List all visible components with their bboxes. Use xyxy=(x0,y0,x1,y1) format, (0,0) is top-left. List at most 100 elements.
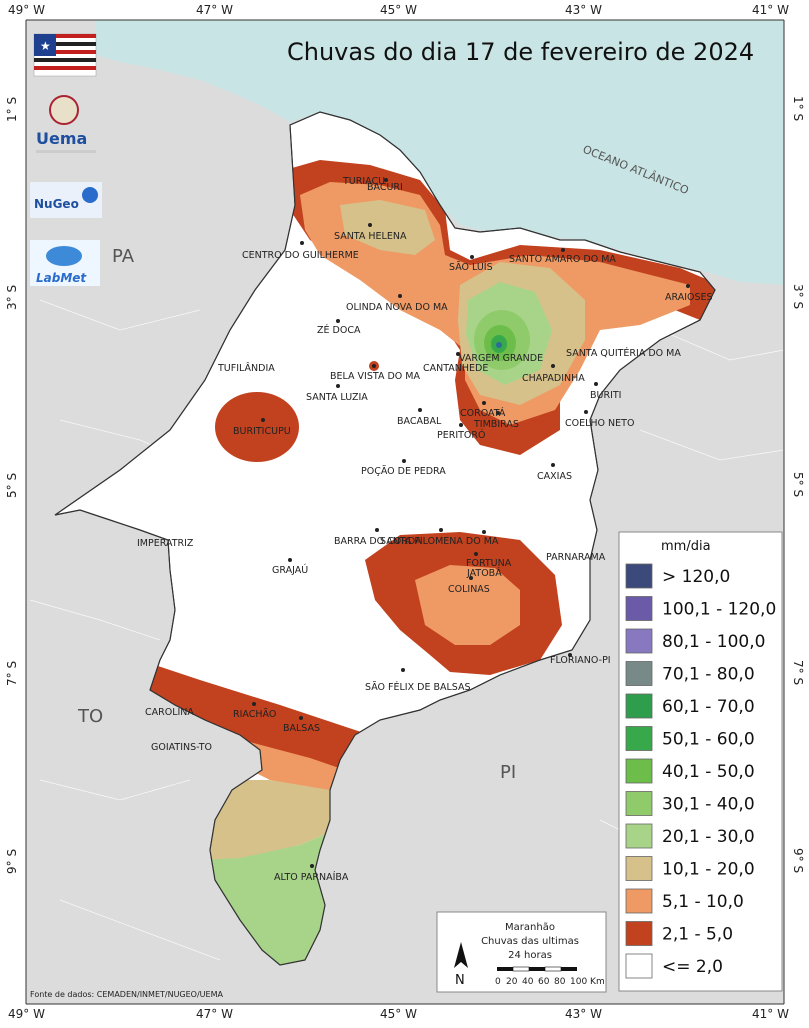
lat-label: 1° S xyxy=(791,96,805,121)
lat-label: 3° S xyxy=(791,284,805,309)
legend-label: > 120,0 xyxy=(662,567,730,587)
lon-label: 41° W xyxy=(752,1007,789,1021)
city-label: COLINAS xyxy=(448,584,490,595)
city-label: PARNARAMA xyxy=(546,552,606,563)
lon-label: 45° W xyxy=(380,1007,417,1021)
city-label: CHAPADINHA xyxy=(522,373,585,384)
contour-buriticupu xyxy=(215,392,299,462)
city-markers xyxy=(252,178,690,868)
city-label: SÃO FÉLIX DE BALSAS xyxy=(365,681,471,693)
lon-label: 43° W xyxy=(565,1007,602,1021)
city-label: CAROLINA xyxy=(145,707,194,718)
contour-5-10-colinas xyxy=(415,565,520,645)
legend-label: 70,1 - 80,0 xyxy=(662,665,755,685)
scale-tick: 0 xyxy=(495,977,501,987)
city-label: GOIATINS-TO xyxy=(151,742,212,753)
city-label: COROATÁ xyxy=(460,407,506,419)
uema-seal-icon xyxy=(49,95,79,125)
scale-tick: 20 xyxy=(506,977,518,987)
city-label: SANTA LUZIA xyxy=(306,392,368,403)
globe-icon xyxy=(82,187,98,203)
contour-peak xyxy=(496,342,502,348)
left-latitude-labels: 1° S 3° S 5° S 7° S 9° S xyxy=(5,97,19,874)
right-latitude-labels: 1° S 3° S 5° S 7° S 9° S xyxy=(791,96,805,873)
north-arrow-icon xyxy=(454,942,468,968)
data-source: Fonte de dados: CEMADEN/INMET/NUGEO/UEMA xyxy=(30,990,223,999)
lat-label: 3° S xyxy=(5,285,19,310)
legend-swatch xyxy=(625,628,653,654)
city-label: TUFILÂNDIA xyxy=(217,362,275,374)
city-label: ALTO PARNAÍBA xyxy=(274,871,349,883)
lat-label: 7° S xyxy=(791,660,805,685)
scale-tick: 60 xyxy=(538,977,550,987)
lat-label: 5° S xyxy=(5,473,19,498)
legend-label: <= 2,0 xyxy=(662,957,723,977)
contour-10-20-south xyxy=(200,780,335,860)
region-pi: PI xyxy=(500,762,516,783)
city-labels: TURIAÇU BACURI SANTA HELENA CENTRO DO GU… xyxy=(137,176,713,883)
city-label: SANTO AMARO DO MA xyxy=(509,254,616,265)
labmet-logo-text: LabMet xyxy=(36,271,87,285)
lon-label: 41° W xyxy=(752,3,789,17)
labmet-logo: LabMet xyxy=(30,240,100,286)
map-title: Chuvas do dia 17 de fevereiro de 2024 xyxy=(287,38,754,66)
svg-text:★: ★ xyxy=(40,39,51,53)
scale-tick: 40 xyxy=(522,977,534,987)
legend-swatch xyxy=(625,726,653,751)
legend-label: 40,1 - 50,0 xyxy=(662,762,755,782)
legend-swatch xyxy=(625,953,653,979)
city-label: SANTA HELENA xyxy=(334,231,407,242)
lat-label: 1° S xyxy=(5,97,19,122)
legend-label: 30,1 - 40,0 xyxy=(662,795,755,815)
contour-2-5-south xyxy=(140,660,370,780)
legend-label: 100,1 - 120,0 xyxy=(662,600,776,620)
city-label: SÃO LUÍS xyxy=(449,261,493,273)
inset-line3: 24 horas xyxy=(508,950,552,961)
lon-label: 49° W xyxy=(8,3,45,17)
rainfall-contours xyxy=(140,160,715,965)
bottom-longitude-labels: 49° W 47° W 45° W 43° W 41° W xyxy=(8,1007,789,1021)
inset-box xyxy=(436,911,607,993)
legend-label: 5,1 - 10,0 xyxy=(662,892,744,912)
city-label: VARGEM GRANDE xyxy=(459,353,543,364)
city-label: TIMBIRAS xyxy=(473,419,519,430)
lat-label: 9° S xyxy=(5,849,19,874)
legend-label: 60,1 - 70,0 xyxy=(662,697,755,717)
cloud-icon xyxy=(46,246,82,266)
lon-label: 49° W xyxy=(8,1007,45,1021)
city-label: IMPERATRIZ xyxy=(137,538,194,549)
legend-label: 50,1 - 60,0 xyxy=(662,730,755,750)
city-label: FORTUNA xyxy=(466,558,512,569)
legend-label: 80,1 - 100,0 xyxy=(662,632,765,652)
city-label: JATOBÁ xyxy=(466,567,502,579)
scale-tick: 100 Km xyxy=(570,977,605,987)
city-label: POÇÃO DE PEDRA xyxy=(361,466,446,477)
legend-swatch xyxy=(625,563,653,589)
scale-bar: 0 20 40 60 80 100 Km xyxy=(495,966,605,987)
lat-label: 9° S xyxy=(791,848,805,873)
city-label: TURIAÇU xyxy=(342,176,385,187)
north-label: N xyxy=(455,973,465,988)
city-label: BURITI xyxy=(590,390,621,401)
uema-logo: Uema xyxy=(36,95,96,153)
info-inset: Maranhão Chuvas das ultimas 24 horas N 0… xyxy=(436,911,607,993)
city-label: BURITICUPU xyxy=(233,426,291,437)
city-label: COELHO NETO xyxy=(565,418,634,429)
legend-swatch xyxy=(625,921,653,946)
legend-swatch xyxy=(625,758,653,784)
city-label: ZÉ DOCA xyxy=(317,324,361,336)
nugeo-logo: NuGeo xyxy=(30,182,102,218)
inset-line1: Maranhão xyxy=(505,922,555,933)
legend-swatch xyxy=(625,596,653,621)
city-label: BALSAS xyxy=(283,723,320,734)
city-label: BACURI xyxy=(367,182,403,193)
ocean xyxy=(96,20,784,285)
nugeo-logo-text: NuGeo xyxy=(34,197,79,211)
region-pa: PA xyxy=(112,246,135,267)
legend-swatch xyxy=(625,888,653,914)
graticule-ticks xyxy=(25,19,785,1005)
city-label: SANTA FILOMENA DO MA xyxy=(380,536,499,547)
state-outline xyxy=(54,111,716,966)
contour-10-20-sh xyxy=(340,200,435,255)
